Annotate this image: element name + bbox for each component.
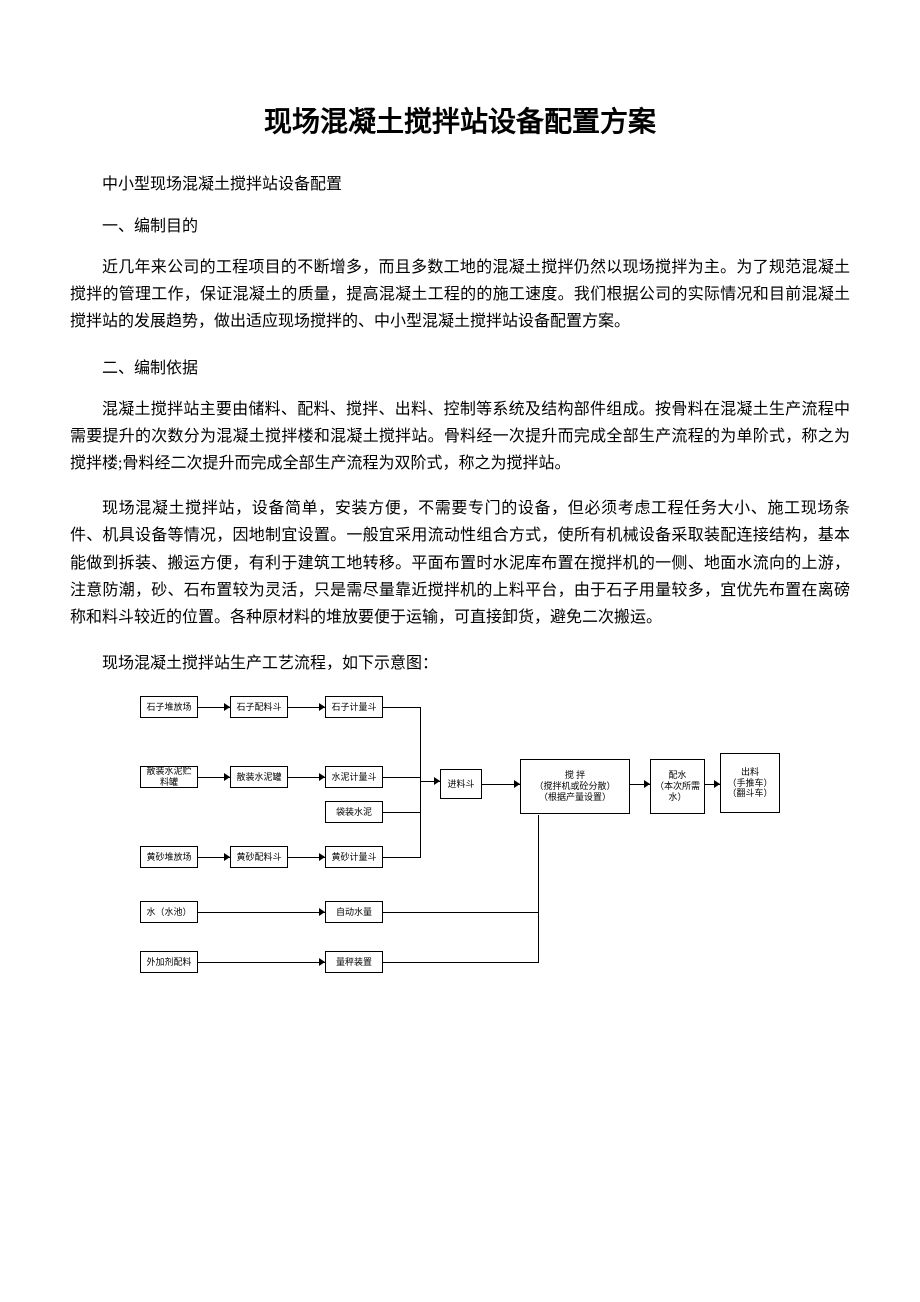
fc-node: 配水 （本次所需水） <box>650 759 705 814</box>
fc-node: 进料斗 <box>440 769 482 799</box>
fc-node: 散装水泥贮料罐 <box>140 766 198 788</box>
page-title: 现场混凝土搅拌站设备配置方案 <box>70 100 850 140</box>
fc-node: 石子配料斗 <box>230 696 288 718</box>
fc-node: 水泥计量斗 <box>325 766 383 788</box>
fc-node: 外加剂配料 <box>140 951 198 973</box>
fc-node: 出料 （手推车） （翻斗车） <box>720 753 780 813</box>
fc-node: 水（水池） <box>140 901 198 923</box>
fc-node: 搅 拌 （搅拌机或砼分散） （根据产量设置） <box>520 759 630 814</box>
flowchart-diagram: 石子堆放场 石子配料斗 石子计量斗 散装水泥贮料罐 散装水泥罐 水泥计量斗 袋装… <box>130 691 780 1001</box>
fc-node: 散装水泥罐 <box>230 766 288 788</box>
subtitle: 中小型现场混凝土搅拌站设备配置 <box>70 170 850 194</box>
fc-node: 袋装水泥 <box>325 801 383 823</box>
section1-para1: 近几年来公司的工程项目的不断增多，而且多数工地的混凝土搅拌仍然以现场搅拌为主。为… <box>70 254 850 336</box>
section2-heading: 二、编制依据 <box>70 354 850 378</box>
fc-node: 自动水量 <box>325 901 383 923</box>
fc-node: 黄砂堆放场 <box>140 846 198 868</box>
fc-node: 黄砂计量斗 <box>325 846 383 868</box>
section2-para2: 现场混凝土搅拌站，设备简单，安装方便，不需要专门的设备，但必须考虑工程任务大小、… <box>70 495 850 631</box>
fc-node: 石子计量斗 <box>325 696 383 718</box>
fc-node: 量秤装置 <box>325 951 383 973</box>
section1-heading: 一、编制目的 <box>70 212 850 236</box>
fc-node: 石子堆放场 <box>140 696 198 718</box>
section2-para1: 混凝土搅拌站主要由储料、配料、搅拌、出料、控制等系统及结构部件组成。按骨料在混凝… <box>70 396 850 478</box>
fc-node: 黄砂配料斗 <box>230 846 288 868</box>
flowchart-caption: 现场混凝土搅拌站生产工艺流程，如下示意图： <box>70 649 850 673</box>
